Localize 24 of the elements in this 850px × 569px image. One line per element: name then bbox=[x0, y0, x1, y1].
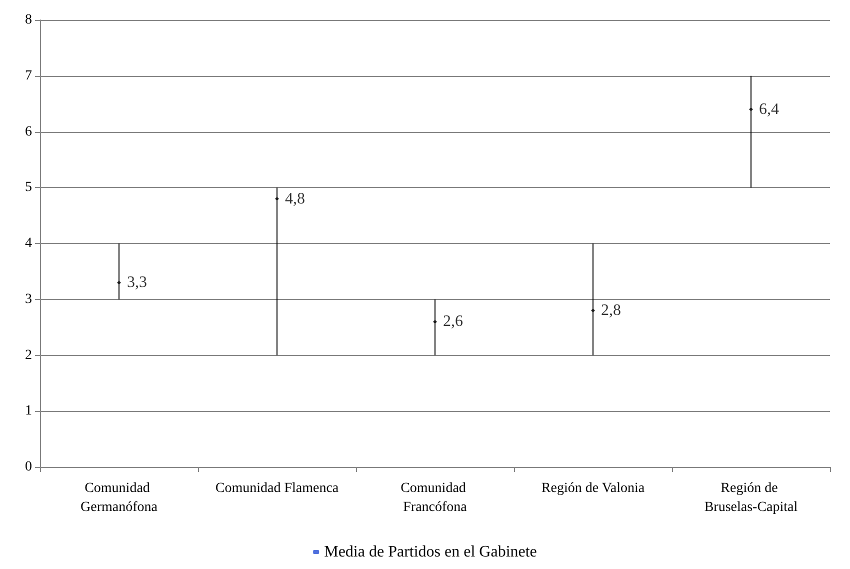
y-tick-label: 4 bbox=[25, 236, 32, 251]
point bbox=[117, 280, 121, 285]
text: 6,4 bbox=[759, 100, 779, 118]
y-tick-label: 5 bbox=[25, 180, 32, 196]
y-tick-label: 1 bbox=[25, 404, 32, 419]
point bbox=[433, 320, 437, 324]
x-tick-label: Región de Bruselas-Capital bbox=[704, 481, 798, 515]
point bbox=[275, 196, 279, 201]
text: 2,8 bbox=[601, 302, 621, 320]
x-tick-label: Comunidad Germanófona bbox=[80, 481, 158, 515]
x-tick-label: Región de Valonia bbox=[541, 481, 646, 496]
y-tick-label: 8 bbox=[25, 12, 32, 28]
y-tick-label: 6 bbox=[25, 124, 32, 140]
y-tick-label: 0 bbox=[25, 460, 32, 474]
x-tick-label: Comunidad Francófona bbox=[400, 481, 470, 515]
text: 4,8 bbox=[285, 190, 305, 208]
text: 3,3 bbox=[127, 274, 147, 292]
x-tick-label: Comunidad Flamenca bbox=[215, 481, 340, 496]
text: Media de Partidos en el Gabinete bbox=[324, 544, 537, 560]
y-tick-label: 2 bbox=[25, 348, 32, 363]
text: 2,6 bbox=[443, 313, 463, 330]
point bbox=[749, 107, 753, 112]
y-tick-label: 3 bbox=[25, 292, 32, 307]
y-tick-label: 7 bbox=[25, 68, 32, 84]
